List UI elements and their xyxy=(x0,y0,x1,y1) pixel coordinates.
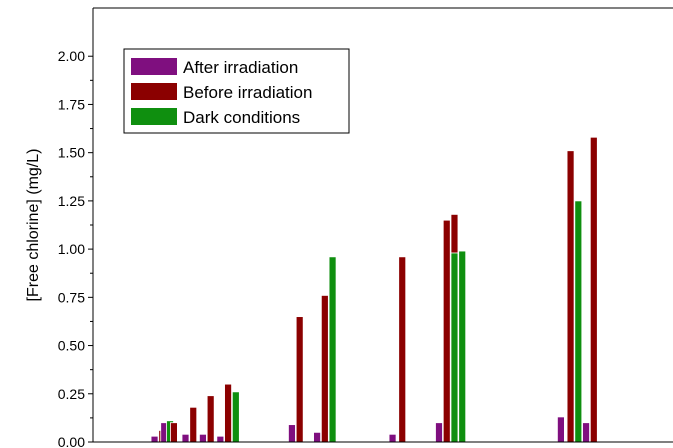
y-tick-label: 1.00 xyxy=(58,241,85,257)
bar-dark-conditions xyxy=(328,256,337,443)
bar-before-irradiation xyxy=(295,316,304,443)
legend: After irradiation Before irradiation Dar… xyxy=(123,48,350,134)
bar-before-irradiation xyxy=(169,422,178,443)
bar-dark-conditions xyxy=(458,250,467,443)
legend-label-before-irradiation: Before irradiation xyxy=(183,83,312,102)
y-tick-label: 2.00 xyxy=(58,48,85,64)
bar-after-irradiation xyxy=(388,433,397,443)
bar-after-irradiation xyxy=(150,435,159,443)
bar-before-irradiation xyxy=(566,150,575,443)
bar-before-irradiation xyxy=(189,406,198,443)
y-tick-label: 0.75 xyxy=(58,289,85,305)
bar-before-irradiation xyxy=(206,395,215,443)
bar-before-irradiation xyxy=(442,219,451,443)
legend-swatch-dark-conditions xyxy=(131,108,177,125)
bar-dark-conditions xyxy=(231,391,240,443)
bar-after-irradiation xyxy=(582,422,590,443)
bar-after-irradiation xyxy=(199,433,207,443)
legend-label-dark-conditions: Dark conditions xyxy=(183,108,300,127)
bar-after-irradiation xyxy=(288,424,296,443)
bar-after-irradiation xyxy=(181,433,190,443)
bar-after-irradiation xyxy=(313,431,321,443)
bar-after-irradiation xyxy=(435,422,443,443)
bar-before-irradiation xyxy=(320,295,329,443)
bar-before-irradiation xyxy=(398,256,407,443)
y-tick-label: 0.50 xyxy=(58,338,85,354)
y-tick-label: 1.25 xyxy=(58,193,85,209)
y-ticks-layer: 0.00 0.25 0.50 0.75 1.00 1.25 1.50 1.75 2.00 xyxy=(58,48,93,448)
bar-dark-conditions xyxy=(450,252,459,443)
bar-after-irradiation xyxy=(216,435,225,443)
bar-before-irradiation xyxy=(589,136,598,443)
y-tick-label: 1.75 xyxy=(58,96,85,112)
legend-swatch-after-irradiation xyxy=(131,58,177,75)
y-tick-label: 0.25 xyxy=(58,386,85,402)
legend-swatch-before-irradiation xyxy=(131,83,177,100)
bar-before-irradiation xyxy=(224,383,232,443)
y-tick-label: 1.50 xyxy=(58,145,85,161)
bar-dark-conditions xyxy=(574,200,583,443)
bar-after-irradiation xyxy=(557,416,565,443)
y-tick-label: 0.00 xyxy=(58,434,85,448)
legend-label-after-irradiation: After irradiation xyxy=(183,58,298,77)
y-axis-title: [Free chlorine] (mg/L) xyxy=(25,149,42,302)
